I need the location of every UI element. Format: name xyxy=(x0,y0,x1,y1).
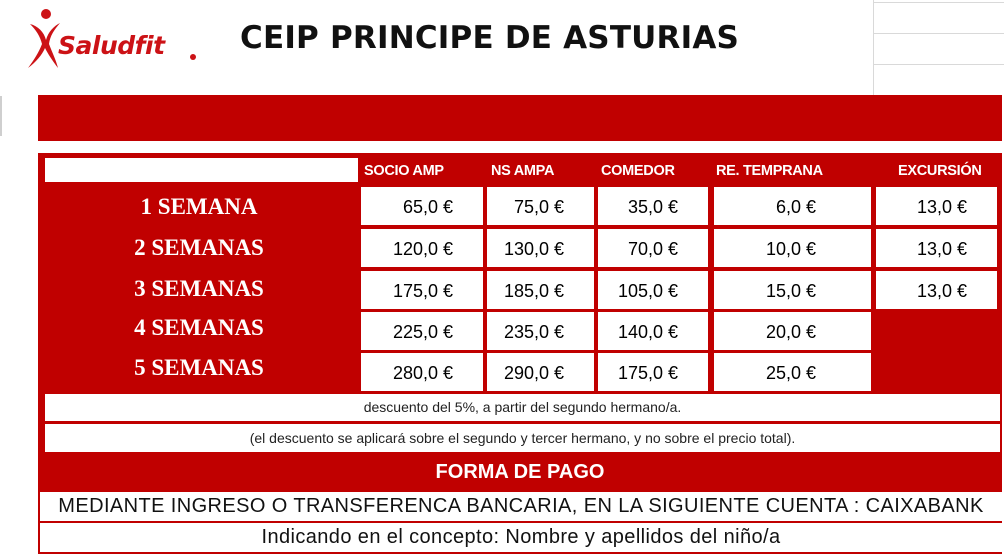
price-cell: 10,0 € xyxy=(714,229,871,267)
header-blank-cell xyxy=(45,158,358,182)
discount-detail-note: (el descuento se aplicará sobre el segun… xyxy=(45,424,1000,452)
red-banner xyxy=(38,95,1002,141)
payment-concept: Indicando en el concepto: Nombre y apell… xyxy=(40,523,1002,552)
price-cell: 185,0 € xyxy=(487,271,594,309)
price-cell: 235,0 € xyxy=(487,312,594,350)
price-cell: 175,0 € xyxy=(361,271,483,309)
price-cell: 280,0 € xyxy=(361,353,483,391)
price-cell: 290,0 € xyxy=(487,353,594,391)
price-cell: 65,0 € xyxy=(361,187,483,225)
price-cell: 6,0 € xyxy=(714,187,871,225)
col-header-ns-ampa: NS AMPA xyxy=(491,163,555,179)
col-header-socio-amp: SOCIO AMP xyxy=(364,163,444,179)
price-cell: 25,0 € xyxy=(714,353,871,391)
price-cell: 75,0 € xyxy=(487,187,594,225)
price-cell: 120,0 € xyxy=(361,229,483,267)
price-cell: 35,0 € xyxy=(598,187,708,225)
row-label-4-semanas: 4 SEMANAS xyxy=(134,315,264,340)
col-header-excursion: EXCURSIÓN xyxy=(898,163,982,179)
price-cell: 70,0 € xyxy=(598,229,708,267)
grid-line xyxy=(874,2,1004,3)
saludfit-logo: Saludfit xyxy=(24,8,204,70)
row-label-5-semanas: 5 SEMANAS xyxy=(134,355,264,380)
grid-line xyxy=(874,33,1004,34)
col-header-comedor: COMEDOR xyxy=(601,163,675,179)
price-cell: 15,0 € xyxy=(714,271,871,309)
grid-line xyxy=(0,96,2,136)
payment-method: MEDIANTE INGRESO O TRANSFERENCA BANCARIA… xyxy=(40,492,1002,521)
page-title: CEIP PRINCIPE DE ASTURIAS xyxy=(240,20,740,56)
price-cell: 140,0 € xyxy=(598,312,708,350)
logo-dot xyxy=(190,54,196,60)
price-cell: 13,0 € xyxy=(876,229,997,267)
runner-figure-icon xyxy=(28,9,60,68)
price-cell: 225,0 € xyxy=(361,312,483,350)
col-header-re-temprana: RE. TEMPRANA xyxy=(716,163,823,179)
grid-line xyxy=(874,64,1004,65)
price-cell: 130,0 € xyxy=(487,229,594,267)
payment-heading: FORMA DE PAGO xyxy=(435,461,605,483)
row-label-2-semanas: 2 SEMANAS xyxy=(134,235,264,260)
row-label-3-semanas: 3 SEMANAS xyxy=(134,276,264,301)
price-cell: 105,0 € xyxy=(598,271,708,309)
price-cell: 13,0 € xyxy=(876,271,997,309)
grid-line xyxy=(873,0,874,95)
price-cell: 20,0 € xyxy=(714,312,871,350)
price-cell: 13,0 € xyxy=(876,187,997,225)
row-label-1-semana: 1 SEMANA xyxy=(140,194,258,219)
logo-text: Saludfit xyxy=(58,31,165,60)
price-cell: 175,0 € xyxy=(598,353,708,391)
discount-note: descuento del 5%, a partir del segundo h… xyxy=(45,394,1000,421)
